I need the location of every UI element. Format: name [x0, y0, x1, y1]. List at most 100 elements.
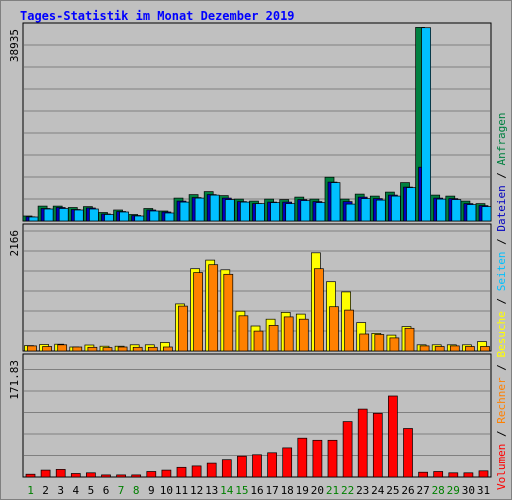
bar-rechner-day-29 — [449, 345, 460, 352]
bar-rechner-day-1 — [27, 345, 37, 352]
x-tick-label-11: 11 — [175, 484, 188, 497]
x-tick-label-10: 10 — [160, 484, 173, 497]
bar-seiten-day-5 — [89, 208, 99, 222]
bar-rechner-day-22 — [344, 309, 354, 352]
bar-volumen-day-4 — [70, 473, 81, 478]
legend-separator: / — [495, 165, 508, 185]
bar-volumen-day-13 — [206, 462, 217, 478]
x-tick-label-26: 26 — [401, 484, 414, 497]
bar-volumen-day-16 — [252, 454, 262, 478]
x-tick-label-15: 15 — [235, 484, 248, 497]
bar-rechner-day-10 — [163, 346, 173, 352]
x-tick-label-21: 21 — [326, 484, 339, 497]
bar-rechner-day-25 — [389, 337, 400, 352]
bar-seiten-day-3 — [58, 208, 69, 222]
bar-seiten-day-13 — [209, 194, 220, 222]
x-tick-label-18: 18 — [281, 484, 294, 497]
bar-rechner-day-9 — [147, 346, 158, 352]
y-tick-label: 38935 — [8, 29, 21, 62]
legend-separator: / — [495, 358, 508, 378]
bar-volumen-day-15 — [237, 455, 247, 478]
bar-volumen-day-10 — [161, 469, 172, 478]
bar-volumen-day-1 — [25, 473, 36, 478]
bar-seiten-day-6 — [104, 214, 114, 222]
bar-seiten-day-29 — [451, 199, 462, 222]
series-seiten — [28, 27, 492, 222]
bar-volumen-day-22 — [342, 421, 353, 478]
bar-rechner-day-24 — [374, 334, 385, 352]
x-tick-label-22: 22 — [341, 484, 354, 497]
bar-rechner-day-27 — [419, 345, 430, 352]
x-tick-label-23: 23 — [356, 484, 369, 497]
bar-rechner-day-12 — [193, 272, 203, 352]
chart-legend: Volumen / Rechner / Besuche / Seiten / D… — [495, 112, 508, 490]
bar-volumen-day-28 — [433, 471, 444, 478]
bar-volumen-day-5 — [86, 472, 96, 478]
y-tick-label: 2166 — [8, 230, 21, 257]
bar-seiten-day-20 — [315, 202, 326, 222]
bar-volumen-day-6 — [101, 474, 111, 478]
bar-volumen-day-17 — [267, 452, 277, 478]
legend-item-rechner: Rechner — [495, 377, 508, 424]
bar-rechner-day-8 — [132, 346, 143, 352]
bar-volumen-day-27 — [418, 471, 428, 478]
bar-volumen-day-7 — [116, 474, 126, 478]
x-tick-label-4: 4 — [72, 484, 79, 497]
bar-seiten-day-26 — [406, 187, 416, 222]
bar-seiten-day-9 — [149, 210, 160, 222]
bar-volumen-day-8 — [131, 474, 142, 478]
x-tick-label-17: 17 — [265, 484, 278, 497]
legend-separator: / — [495, 424, 508, 444]
x-tick-label-2: 2 — [42, 484, 49, 497]
bar-volumen-day-23 — [357, 408, 368, 478]
x-tick-label-13: 13 — [205, 484, 218, 497]
bar-seiten-day-28 — [436, 198, 447, 222]
bar-seiten-day-24 — [375, 199, 386, 222]
legend-item-anfragen: Anfragen — [495, 112, 508, 165]
bar-volumen-day-2 — [40, 469, 51, 478]
legend-separator: / — [495, 232, 508, 252]
x-tick-label-3: 3 — [57, 484, 64, 497]
x-tick-label-9: 9 — [148, 484, 155, 497]
bar-volumen-day-9 — [146, 471, 157, 478]
panel-middle: 2166 — [8, 223, 492, 352]
panel-top: 38935 — [8, 22, 492, 222]
legend-item-besuche: Besuche — [495, 311, 508, 357]
bar-seiten-day-21 — [330, 182, 341, 222]
panel-bottom: 171.83 — [8, 353, 492, 478]
bar-rechner-day-31 — [480, 346, 490, 352]
x-tick-label-30: 30 — [462, 484, 475, 497]
bar-seiten-day-2 — [43, 208, 54, 222]
bar-seiten-day-14 — [224, 199, 235, 222]
x-tick-label-27: 27 — [416, 484, 429, 497]
bar-seiten-day-25 — [391, 195, 401, 222]
bar-volumen-day-26 — [403, 428, 413, 478]
bar-rechner-day-18 — [283, 316, 294, 352]
bar-seiten-day-30 — [466, 204, 477, 222]
bar-seiten-day-18 — [285, 203, 296, 222]
x-tick-label-7: 7 — [118, 484, 125, 497]
bar-rechner-day-2 — [42, 346, 52, 352]
bar-rechner-day-15 — [238, 315, 249, 352]
bar-volumen-day-12 — [191, 465, 202, 478]
bar-volumen-day-30 — [463, 472, 474, 478]
bar-volumen-day-29 — [448, 472, 459, 478]
bar-seiten-day-4 — [73, 209, 84, 222]
x-tick-label-5: 5 — [88, 484, 95, 497]
bar-volumen-day-18 — [282, 447, 293, 478]
legend-item-dateien: Dateien — [495, 185, 508, 231]
bar-volumen-day-19 — [297, 437, 308, 478]
x-tick-label-19: 19 — [296, 484, 309, 497]
bar-rechner-day-23 — [359, 333, 370, 352]
series-rechner — [27, 264, 490, 352]
bar-seiten-day-8 — [134, 215, 145, 222]
bar-seiten-day-11 — [179, 201, 190, 222]
bar-volumen-day-31 — [478, 470, 489, 478]
bar-rechner-day-11 — [178, 305, 188, 352]
bar-seiten-day-10 — [164, 212, 175, 222]
bar-rechner-day-19 — [298, 318, 309, 352]
x-tick-label-6: 6 — [103, 484, 110, 497]
bar-rechner-day-13 — [208, 264, 219, 352]
